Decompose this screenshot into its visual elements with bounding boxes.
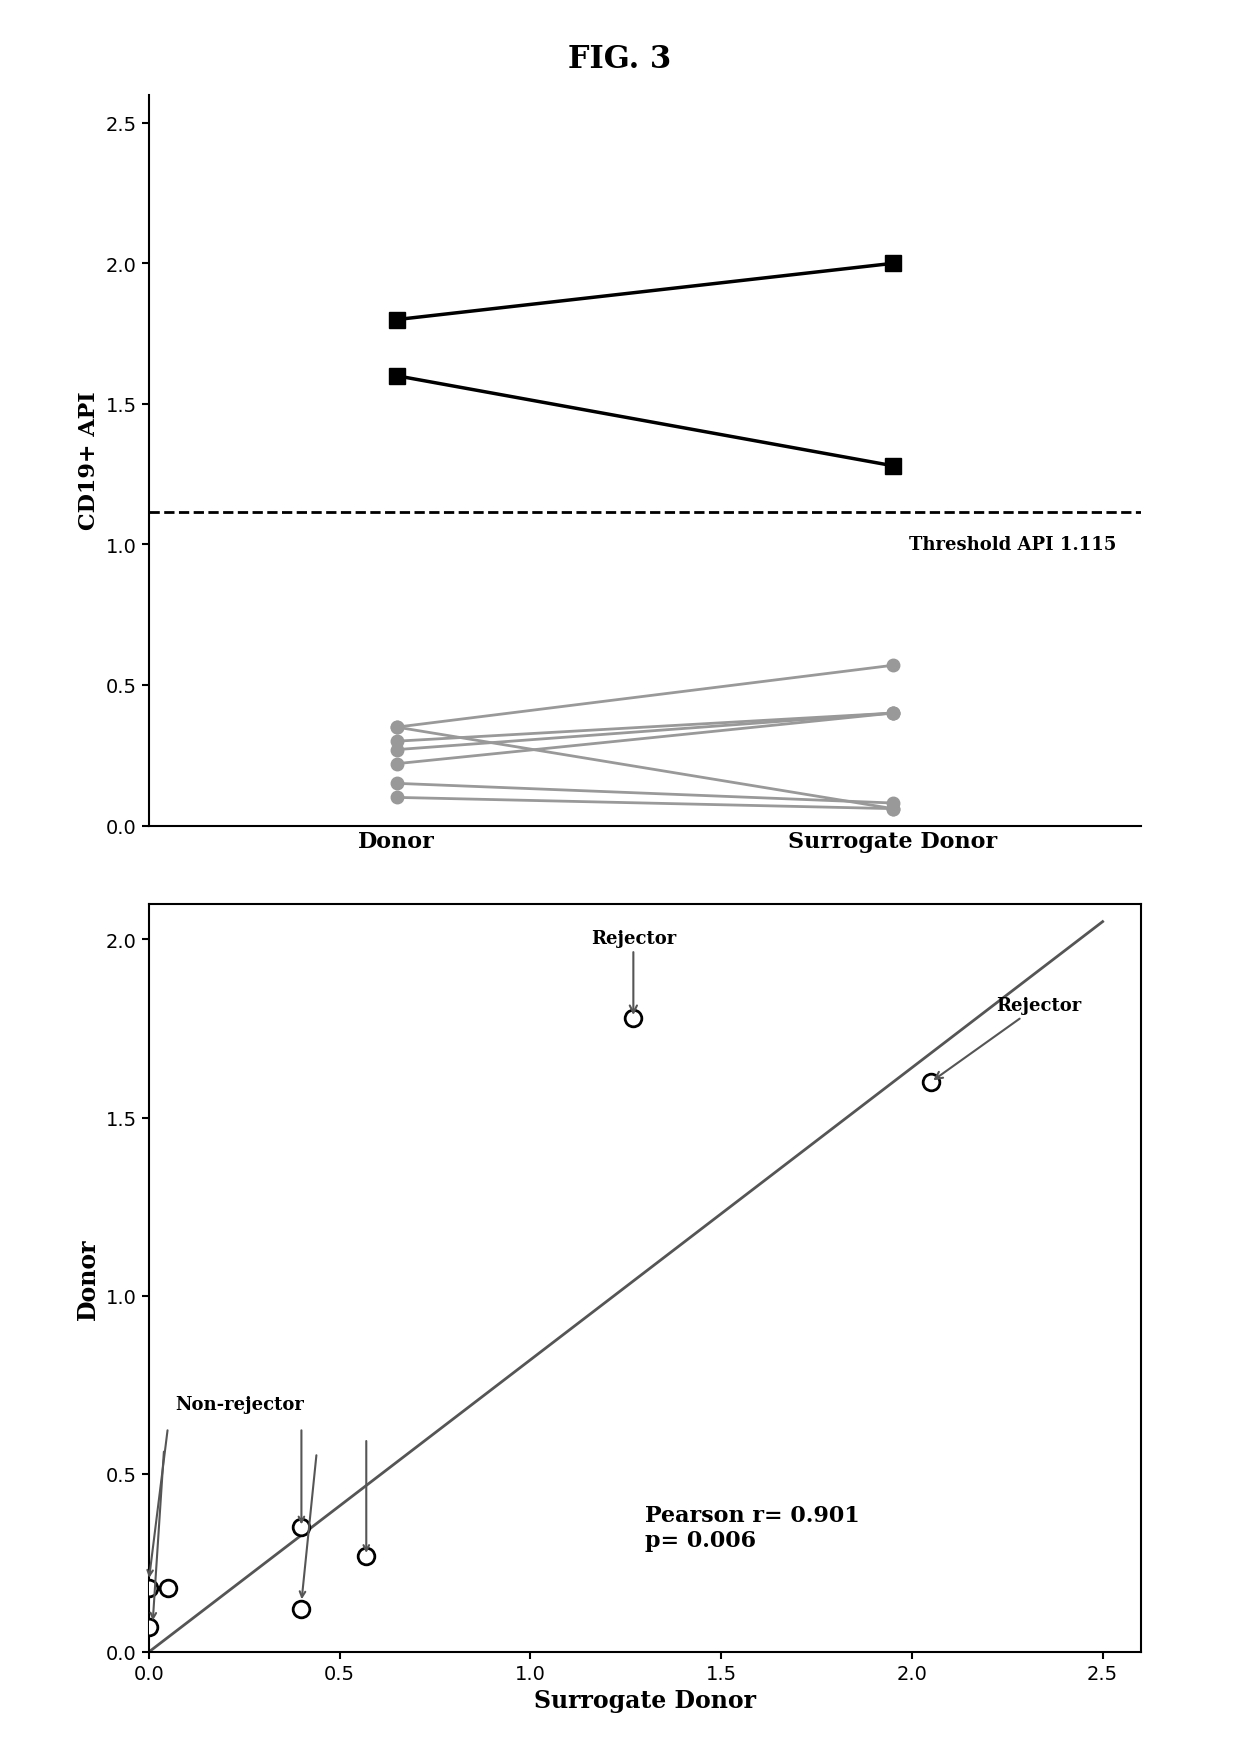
Y-axis label: Donor: Donor <box>77 1238 100 1318</box>
Text: Rejector: Rejector <box>935 996 1081 1080</box>
Text: Non-rejector: Non-rejector <box>176 1395 304 1414</box>
Text: Pearson r= 0.901
p= 0.006: Pearson r= 0.901 p= 0.006 <box>645 1504 859 1551</box>
X-axis label: Surrogate Donor: Surrogate Donor <box>533 1689 756 1713</box>
Y-axis label: CD19+ API: CD19+ API <box>78 391 100 530</box>
Text: FIG. 3: FIG. 3 <box>568 43 672 75</box>
Text: Threshold API 1.115: Threshold API 1.115 <box>909 536 1116 553</box>
Text: Rejector: Rejector <box>590 929 676 1014</box>
